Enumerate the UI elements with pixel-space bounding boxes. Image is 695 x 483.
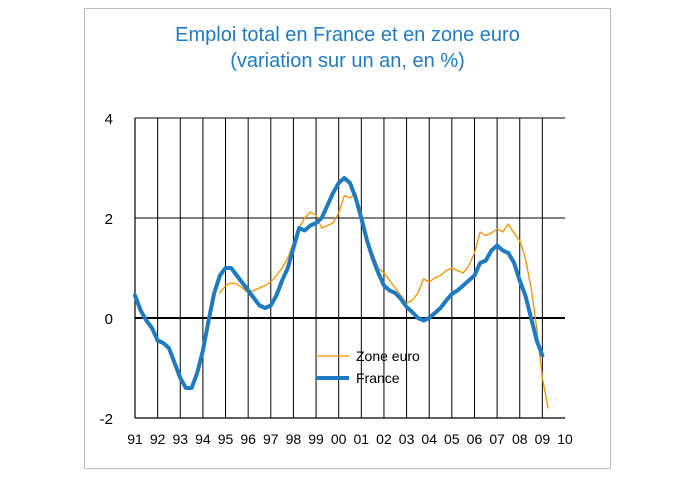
x-tick-label: 02	[376, 431, 392, 447]
x-tick-label: 91	[127, 431, 143, 447]
x-tick-label: 06	[467, 431, 483, 447]
y-tick-label: 4	[105, 111, 113, 128]
chart-subtitle: (variation sur un an, en %)	[230, 50, 465, 72]
x-tick-label: 03	[399, 431, 415, 447]
y-tick-label: 2	[105, 211, 113, 228]
x-tick-label: 04	[421, 431, 437, 447]
x-tick-label: 97	[263, 431, 279, 447]
x-tick-label: 10	[557, 431, 573, 447]
y-tick-label: 0	[105, 311, 113, 328]
y-tick-label: -2	[100, 411, 113, 428]
x-tick-label: 92	[150, 431, 166, 447]
x-tick-label: 94	[195, 431, 211, 447]
chart-title: Emploi total en France et en zone euro	[175, 24, 520, 46]
legend-label-zone-euro: Zone euro	[356, 348, 420, 364]
x-tick-label: 93	[172, 431, 188, 447]
x-tick-label: 00	[331, 431, 347, 447]
x-tick-label: 01	[354, 431, 370, 447]
legend-label-france: France	[356, 370, 400, 386]
series-line-france	[133, 176, 545, 390]
x-tick-label: 05	[444, 431, 460, 447]
chart-frame	[84, 8, 611, 469]
x-tick-label: 08	[512, 431, 528, 447]
x-tick-label: 96	[240, 431, 256, 447]
x-tick-label: 99	[308, 431, 324, 447]
x-tick-label: 09	[535, 431, 551, 447]
x-tick-label: 95	[218, 431, 234, 447]
x-tick-label: 98	[286, 431, 302, 447]
series-line-zone-euro	[219, 192, 549, 409]
x-tick-label: 07	[489, 431, 505, 447]
chart-title-block: Emploi total en France et en zone euro (…	[84, 22, 611, 74]
